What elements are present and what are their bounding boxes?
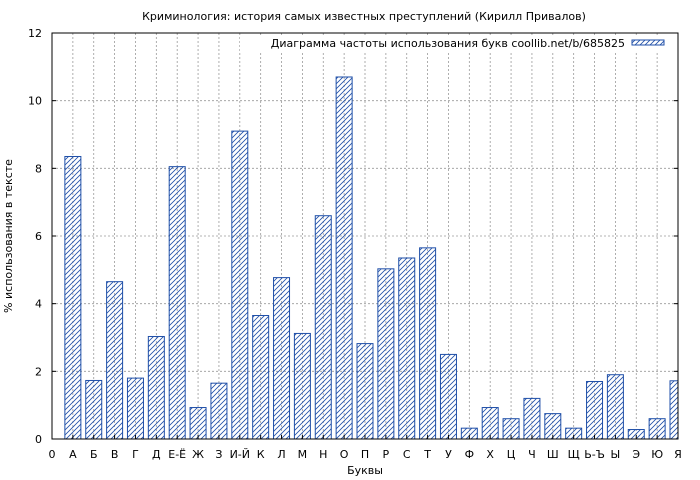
x-axis-label: Буквы [347, 464, 383, 477]
y-tick-label: 8 [35, 162, 42, 175]
x-tick-label: О [340, 448, 349, 461]
legend-label: Диаграмма частоты использования букв coo… [271, 37, 625, 50]
x-tick-label: Е-Ё [168, 448, 186, 461]
bar-Ч [523, 397, 541, 440]
x-tick-label: Д [152, 448, 161, 461]
bar-К [252, 315, 270, 440]
bar-А [64, 155, 82, 440]
x-tick-label: И-Й [230, 448, 250, 461]
bar-У [439, 353, 457, 440]
y-axis-label: % использования в тексте [2, 159, 15, 313]
x-tick-label: Н [319, 448, 327, 461]
bar-Т [419, 247, 437, 440]
bar-М [293, 332, 311, 440]
bar-Х [481, 407, 499, 440]
bar-Н [314, 215, 332, 440]
x-tick-label: А [69, 448, 77, 461]
y-tick-label: 4 [35, 298, 42, 311]
y-tick-label: 6 [35, 230, 42, 243]
x-tick-label: Ш [547, 448, 559, 461]
x-tick-label: С [403, 448, 411, 461]
bars [64, 76, 679, 440]
x-tick-label: Э [632, 448, 640, 461]
chart-title: Криминология: история самых известных пр… [142, 10, 586, 23]
bar-П [356, 343, 374, 440]
bar-Е-Ё [168, 166, 186, 440]
bar-И-Й [231, 130, 249, 440]
x-tick-label: Л [277, 448, 285, 461]
bar-Ж [189, 407, 207, 440]
x-tick-label: Ю [651, 448, 663, 461]
y-axis-ticks: 0 2 4 6 8 10 12 [28, 27, 678, 446]
x-tick-label: Ч [528, 448, 536, 461]
bar-Я [669, 380, 679, 440]
bar-В [106, 281, 124, 440]
x-tick-label: Ь-Ъ [584, 448, 605, 461]
y-tick-label: 0 [35, 433, 42, 446]
bar-С [398, 257, 416, 440]
x-tick-label: Х [486, 448, 494, 461]
x-tick-label: Ы [611, 448, 621, 461]
x-tick-label: Ц [507, 448, 516, 461]
x-tick-label: У [445, 448, 452, 461]
x-tick-label: Р [383, 448, 390, 461]
x-tick-label: В [111, 448, 119, 461]
legend: Диаграмма частоты использования букв coo… [240, 35, 674, 51]
bar-Б [85, 379, 103, 440]
y-tick-label: 12 [28, 27, 42, 40]
x-tick-label: Б [90, 448, 98, 461]
grid-lines [52, 33, 679, 439]
bar-О [335, 76, 353, 440]
x-tick-label: К [257, 448, 265, 461]
x-tick-label: М [298, 448, 308, 461]
x-tick-label: Я [674, 448, 682, 461]
x-tick-label: Т [423, 448, 431, 461]
bar-З [210, 382, 228, 440]
y-tick-label: 2 [35, 365, 42, 378]
bar-Г [126, 377, 144, 440]
x-tick-label: З [215, 448, 222, 461]
x-tick-label: Ф [465, 448, 474, 461]
x-tick-label: Ж [192, 448, 204, 461]
bar-Р [377, 268, 395, 440]
x-tick-label: Щ [568, 448, 580, 461]
x-tick-label: П [361, 448, 369, 461]
x-axis-ticks: 0 А Б В Г Д Е-Ё Ж З И-Й К Л М Н О П Р С Т У Ф Х Ц Ч Ш Щ Ь-Ъ Ы Э Ю Я [49, 435, 682, 461]
x-tick-label: Г [132, 448, 139, 461]
bar-Ь-Ъ [586, 380, 604, 440]
bar-Д [147, 335, 165, 440]
y-tick-label: 10 [28, 95, 42, 108]
bar-Ы [606, 374, 624, 440]
bar-Л [273, 277, 291, 440]
legend-swatch [631, 39, 665, 46]
legend-background [240, 35, 674, 51]
x-origin-label: 0 [49, 448, 56, 461]
